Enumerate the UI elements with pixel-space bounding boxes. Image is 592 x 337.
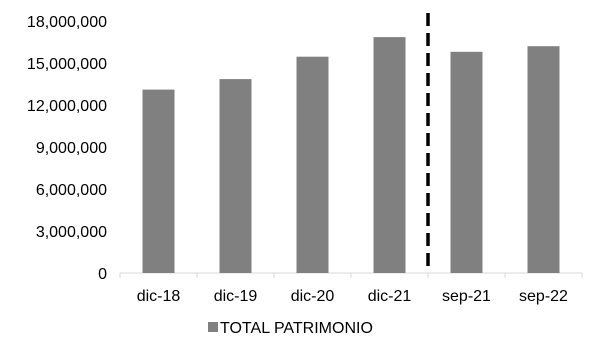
x-tick-label: dic-21 [368,288,412,305]
bars [142,37,560,274]
x-tick-label: sep-21 [442,288,491,305]
legend: TOTAL PATRIMONIO [208,320,373,337]
bar-dic-18 [142,89,175,273]
x-tick-label: dic-19 [214,288,258,305]
y-tick-label: 18,000,000 [27,14,107,31]
y-axis-labels: 0 3,000,000 6,000,000 9,000,000 12,000,000 15… [27,14,107,283]
bar-dic-20 [296,56,329,274]
x-axis-labels: dic-18 dic-19 dic-20 dic-21 sep-21 sep-22 [137,288,568,305]
y-tick-label: 12,000,000 [27,98,107,115]
y-tick-label: 3,000,000 [36,224,107,241]
y-tick-label: 9,000,000 [36,140,107,157]
y-tick-label: 6,000,000 [36,182,107,199]
legend-swatch-total-patrimonio [208,322,218,332]
bar-sep-22 [527,46,560,274]
bar-sep-21 [450,51,483,273]
x-tick-label: sep-22 [519,288,568,305]
legend-label-total-patrimonio: TOTAL PATRIMONIO [220,320,373,337]
x-tick-label: dic-18 [137,288,181,305]
x-tick-label: dic-20 [291,288,335,305]
bar-dic-19 [219,79,252,273]
y-tick-label: 0 [98,266,107,283]
y-tick-label: 15,000,000 [27,56,107,73]
bar-dic-21 [373,37,406,273]
x-axis-ticks [119,273,583,278]
